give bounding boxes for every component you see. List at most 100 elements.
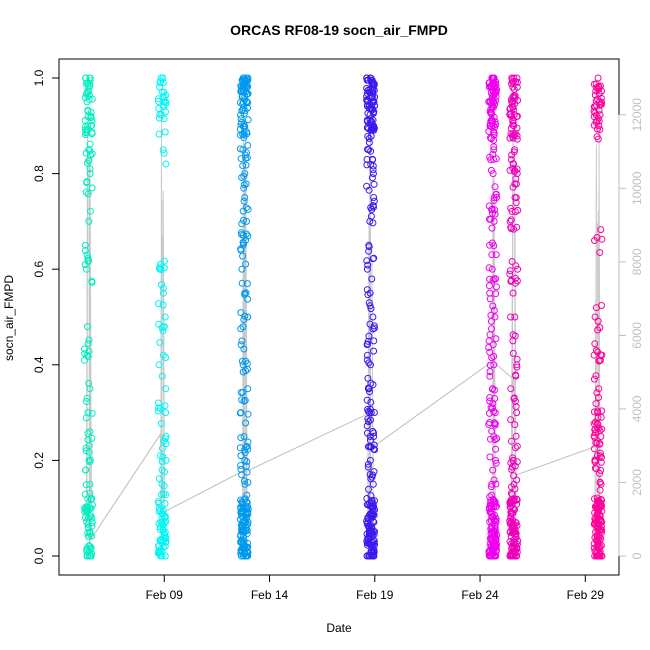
data-point bbox=[592, 97, 600, 105]
data-point bbox=[595, 424, 603, 432]
data-point bbox=[85, 448, 93, 456]
data-point bbox=[242, 260, 250, 268]
data-point bbox=[155, 320, 163, 328]
data-point bbox=[84, 190, 92, 198]
data-point bbox=[363, 520, 371, 528]
data-point bbox=[490, 143, 498, 151]
data-point bbox=[242, 236, 250, 244]
data-point bbox=[243, 498, 250, 506]
data-point bbox=[485, 282, 493, 290]
data-point bbox=[242, 552, 250, 560]
data-point bbox=[155, 475, 163, 483]
data-point bbox=[241, 123, 249, 131]
altitude-profile-line bbox=[493, 259, 496, 512]
data-point bbox=[511, 485, 519, 493]
y-tick-label: 0.8 bbox=[32, 165, 46, 182]
data-point bbox=[486, 331, 494, 339]
data-point bbox=[512, 194, 520, 202]
x-tick-label: Feb 24 bbox=[461, 588, 499, 602]
data-point bbox=[512, 372, 520, 380]
data-point bbox=[84, 323, 91, 331]
data-point bbox=[591, 456, 599, 464]
x-axis: Feb 09 Feb 14 Feb 19 Feb 24 Feb 29 bbox=[146, 574, 604, 602]
data-point bbox=[485, 549, 493, 557]
data-point bbox=[513, 442, 521, 450]
data-point bbox=[370, 81, 378, 89]
data-point bbox=[506, 166, 514, 174]
data-point bbox=[236, 409, 244, 417]
data-point bbox=[596, 452, 604, 460]
data-point bbox=[512, 262, 520, 270]
data-point bbox=[365, 552, 373, 560]
data-point bbox=[243, 280, 251, 288]
series-RF09 bbox=[154, 74, 170, 560]
data-point bbox=[513, 74, 521, 82]
data-point bbox=[511, 94, 519, 102]
data-point bbox=[239, 130, 247, 138]
data-point bbox=[369, 500, 377, 508]
data-point bbox=[509, 331, 517, 339]
data-point bbox=[366, 116, 374, 124]
data-point bbox=[367, 147, 375, 155]
data-point bbox=[238, 471, 246, 479]
data-point bbox=[244, 508, 252, 516]
data-point bbox=[590, 408, 598, 416]
data-point bbox=[368, 473, 376, 481]
data-point bbox=[513, 363, 521, 371]
data-point bbox=[244, 510, 252, 518]
data-point bbox=[239, 162, 247, 170]
data-point bbox=[509, 134, 517, 142]
data-point bbox=[487, 166, 495, 174]
data-point bbox=[88, 95, 96, 103]
data-point bbox=[370, 347, 378, 355]
y-axis-label: socn_air_FMPD bbox=[2, 275, 16, 361]
data-point bbox=[488, 385, 496, 393]
data-point bbox=[154, 498, 162, 506]
data-point bbox=[244, 83, 252, 91]
data-point bbox=[368, 174, 376, 182]
data-point bbox=[370, 203, 377, 211]
data-point bbox=[488, 224, 496, 232]
data-point bbox=[241, 495, 249, 503]
data-point bbox=[596, 249, 604, 256]
data-point bbox=[160, 482, 168, 490]
y2-tick-label: 6000 bbox=[630, 322, 644, 349]
data-point bbox=[365, 499, 373, 507]
data-point bbox=[491, 436, 499, 444]
data-point bbox=[364, 291, 372, 299]
data-point bbox=[590, 107, 598, 115]
data-point bbox=[370, 548, 378, 556]
data-point bbox=[491, 420, 499, 428]
data-point bbox=[514, 265, 522, 273]
data-point bbox=[364, 132, 372, 140]
data-point bbox=[363, 84, 371, 92]
data-point bbox=[162, 409, 170, 417]
data-point bbox=[82, 481, 90, 489]
data-point bbox=[364, 374, 372, 382]
data-point bbox=[366, 111, 374, 119]
data-point bbox=[364, 340, 372, 348]
altitude-profile-line bbox=[368, 151, 371, 547]
data-point bbox=[598, 98, 606, 106]
data-point bbox=[241, 290, 248, 298]
y2-tick-label: 8000 bbox=[630, 248, 644, 275]
y-tick-label: 0.2 bbox=[32, 452, 46, 469]
data-point bbox=[238, 279, 246, 287]
data-point bbox=[88, 184, 96, 192]
data-point bbox=[363, 257, 371, 265]
data-point bbox=[488, 92, 496, 100]
data-point bbox=[486, 394, 494, 402]
data-point bbox=[491, 123, 499, 131]
altitude-line bbox=[88, 360, 601, 546]
data-point bbox=[88, 522, 96, 530]
data-point bbox=[84, 254, 92, 262]
data-point bbox=[511, 279, 519, 287]
data-point bbox=[84, 122, 92, 130]
data-point bbox=[507, 489, 515, 497]
data-point bbox=[596, 515, 604, 523]
y-axis: 0.0 0.2 0.4 0.6 0.8 1.0 bbox=[32, 69, 60, 564]
data-point bbox=[594, 505, 602, 513]
data-point bbox=[81, 247, 89, 254]
data-point bbox=[85, 217, 93, 225]
data-point bbox=[369, 219, 377, 227]
